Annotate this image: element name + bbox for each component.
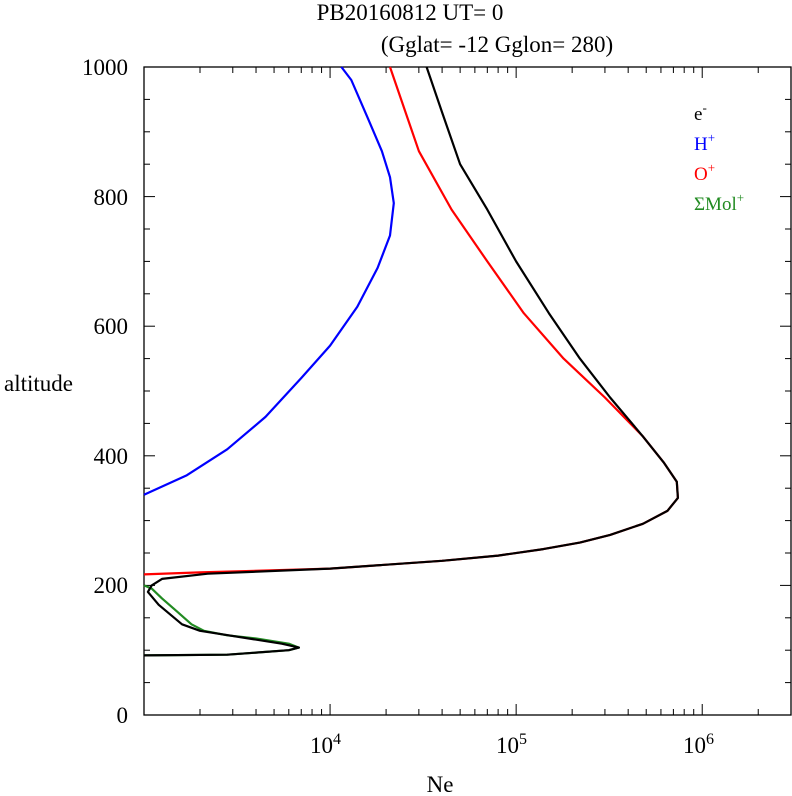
y-axis-label: altitude [4,371,73,396]
y-tick-label-800: 800 [94,185,129,210]
legend-item-h-plus: H+ [694,130,715,155]
y-tick-label-600: 600 [94,314,129,339]
series-line-electrons [143,66,679,657]
legend: e- H+ O+ ΣMol+ [694,100,744,215]
y-tick-label-400: 400 [94,444,129,469]
chart-title-line1: PB20160812 UT= 0 [317,0,504,25]
x-tick-label-1e6: 106 [683,731,714,758]
series-line-molecular-ions [143,584,300,657]
chart-title-line2: (Gglat= -12 Gglon= 280) [381,32,613,57]
x-tick-label-1e5: 105 [496,731,527,758]
legend-item-electrons: e- [694,100,707,125]
y-tick-label-0: 0 [117,703,129,728]
x-tick-label-1e4: 104 [310,731,341,758]
y-tick-label-200: 200 [94,573,129,598]
legend-item-molecular-ions: ΣMol+ [694,190,744,215]
axis-ticks [143,66,792,716]
legend-item-o-plus: O+ [694,160,715,185]
series-line-o-plus [143,66,679,576]
x-axis-label: Ne [427,772,454,796]
y-tick-label-1000: 1000 [82,55,128,80]
series-layer [143,66,679,657]
series-line-h-plus [143,66,395,496]
